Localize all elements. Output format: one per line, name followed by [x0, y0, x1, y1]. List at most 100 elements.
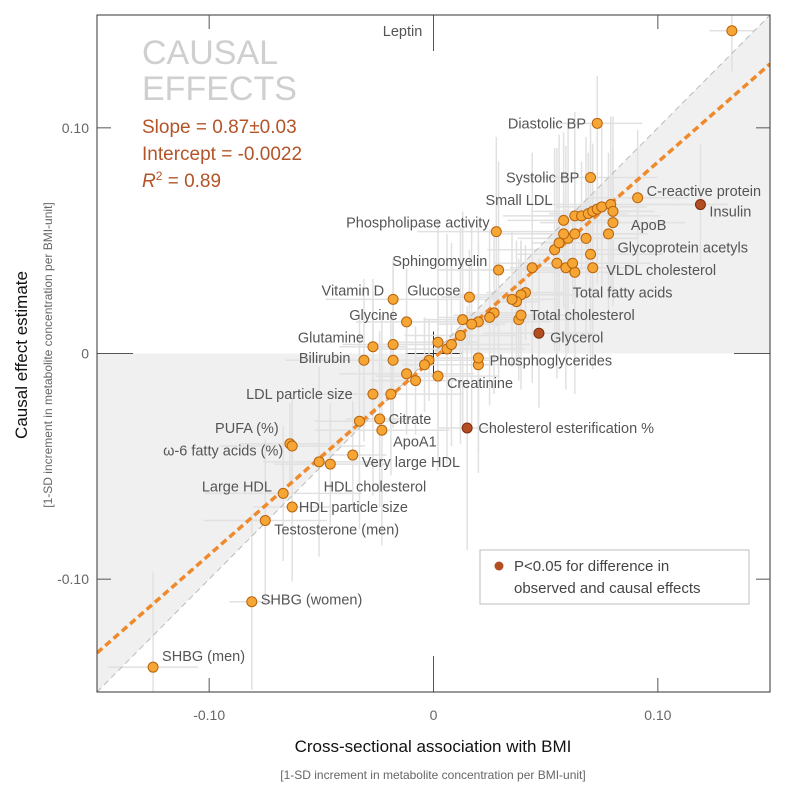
y-tick-label: -0.10 — [57, 571, 89, 587]
point-label: SHBG (men) — [162, 649, 245, 665]
data-point-significant — [533, 327, 545, 339]
data-point — [347, 449, 359, 461]
point-label: Creatinine — [447, 376, 513, 392]
point-label: HDL cholesterol — [324, 480, 427, 496]
data-point — [484, 311, 496, 323]
point-label: ApoA1 — [393, 435, 437, 451]
point-label: Small LDL — [486, 193, 553, 209]
data-point — [596, 201, 608, 213]
data-point — [551, 257, 563, 269]
data-point — [353, 415, 365, 427]
data-point — [553, 237, 565, 249]
point-label: Insulin — [709, 204, 751, 220]
data-point — [506, 293, 518, 305]
annotation-title-line1: CAUSAL — [142, 34, 278, 72]
data-point — [147, 661, 159, 673]
point-label: Sphingomyelin — [392, 254, 487, 270]
plot-frame — [96, 14, 771, 693]
point-label: SHBG (women) — [261, 592, 363, 608]
data-point — [367, 388, 379, 400]
data-point — [567, 257, 579, 269]
data-point — [558, 228, 570, 240]
r2-symbol: R — [142, 171, 156, 192]
point-label: Phosphoglycerides — [490, 353, 613, 369]
point-label: C-reactive protein — [647, 184, 761, 200]
identity-line — [97, 15, 770, 692]
point-label: PUFA (%) — [215, 421, 279, 437]
data-point — [591, 117, 603, 129]
point-label: Citrate — [389, 412, 432, 428]
x-tick-label: 0.10 — [644, 707, 671, 723]
data-point — [358, 354, 370, 366]
point-label: Large HDL — [202, 480, 272, 496]
data-point — [445, 338, 457, 350]
point-label: Glycine — [349, 308, 397, 324]
legend: P<0.05 for difference in observed and ca… — [479, 549, 750, 605]
point-label: ApoB — [631, 218, 666, 234]
data-point — [385, 388, 397, 400]
data-point — [432, 336, 444, 348]
data-point — [585, 248, 597, 260]
data-point — [515, 309, 527, 321]
data-point — [526, 262, 538, 274]
point-label: Total fatty acids — [573, 286, 673, 302]
data-point — [387, 293, 399, 305]
data-point — [286, 440, 298, 452]
x-axis-label: Cross-sectional association with BMI — [295, 737, 572, 756]
point-label: Glutamine — [298, 331, 364, 347]
y-tick-label: 0.10 — [62, 120, 89, 136]
data-point — [457, 314, 469, 326]
reference-lines — [97, 15, 770, 692]
y-axis-label: Causal effect estimate — [12, 271, 31, 439]
data-point — [432, 370, 444, 382]
data-point-significant — [461, 422, 473, 434]
data-point — [259, 514, 271, 526]
legend-line1: P<0.05 for difference in — [514, 558, 669, 575]
r2-value: = 0.89 — [162, 171, 221, 192]
point-label: Leptin — [383, 24, 423, 40]
point-label: Cholesterol esterification % — [478, 421, 654, 437]
point-label: Glucose — [407, 283, 460, 299]
point-labels: Leptin Diastolic BP Systolic BP Insulin C-re… — [162, 24, 761, 665]
data-point-significant — [694, 199, 706, 211]
data-point — [472, 352, 484, 364]
data-point — [587, 262, 599, 274]
legend-box — [479, 549, 750, 605]
legend-line2: observed and causal effects — [514, 580, 701, 597]
x-tick-label: -0.10 — [193, 707, 225, 723]
axes: -0.10 0 0.10 0.10 0 -0.10 — [57, 14, 771, 723]
annotation-r2: R2 = 0.89 — [142, 169, 221, 192]
point-label: Testosterone (men) — [274, 523, 399, 539]
x-axis-sublabel: [1-SD increment in metabolite concentrat… — [280, 768, 585, 782]
legend-marker — [494, 561, 504, 571]
r2-superscript: 2 — [156, 169, 163, 183]
data-point — [286, 501, 298, 513]
point-label: Glycoprotein acetyls — [617, 240, 748, 256]
data-point — [569, 266, 581, 278]
data-point — [246, 596, 258, 608]
data-point — [387, 338, 399, 350]
data-point — [313, 456, 325, 468]
data-point — [324, 458, 336, 470]
regression-line — [97, 62, 770, 655]
data-point — [580, 232, 592, 244]
point-label: VLDL cholesterol — [606, 263, 716, 279]
data-point — [401, 368, 413, 380]
point-label: LDL particle size — [246, 387, 353, 403]
point-label: Total cholesterol — [530, 308, 635, 324]
data-point — [490, 226, 502, 238]
point-label: Very large HDL — [362, 455, 460, 471]
data-point — [454, 329, 466, 341]
data-point — [607, 205, 619, 217]
data-point — [410, 375, 422, 387]
point-label: Vitamin D — [322, 283, 385, 299]
point-label: Phospholipase activity — [346, 216, 490, 232]
data-point — [558, 214, 570, 226]
data-point — [466, 318, 478, 330]
data-point — [376, 424, 388, 436]
data-point — [602, 228, 614, 240]
point-label: ω-6 fatty acids (%) — [163, 444, 283, 460]
annotation-title-line2: EFFECTS — [142, 70, 297, 108]
data-point — [367, 341, 379, 353]
